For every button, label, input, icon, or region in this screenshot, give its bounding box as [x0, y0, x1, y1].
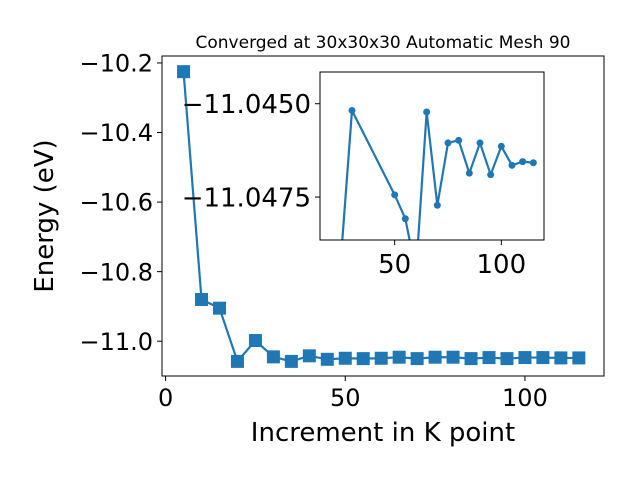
main-y-tick-label: −10.8 [79, 258, 153, 286]
inset-ticks: 50 100 −11.0475 −11.0450 [182, 90, 526, 280]
main-data-point [464, 352, 478, 366]
main-data-point [302, 349, 316, 363]
inset-axes: 50 100 −11.0475 −11.0450 [182, 71, 545, 280]
inset-data-point [487, 171, 495, 179]
inset-x-tick-label: 50 [378, 250, 411, 280]
y-axis-label: Energy (eV) [30, 139, 60, 292]
x-axis-label: Increment in K point [251, 418, 515, 448]
main-data-point [500, 352, 514, 366]
inset-data-point [497, 142, 505, 150]
main-x-tick-label: 0 [158, 384, 173, 412]
inset-data-point [348, 106, 356, 114]
inset-plot-frame [319, 71, 545, 241]
inset-y-tick-label: −11.0450 [182, 90, 311, 120]
inset-data-point [529, 159, 537, 167]
main-data-point [428, 350, 442, 364]
inset-data-point [401, 215, 409, 223]
inset-data-point [519, 158, 527, 166]
main-y-tick-label: −10.4 [79, 119, 153, 147]
inset-data-point [455, 136, 463, 144]
inset-data-point [476, 139, 484, 147]
inset-data-point [508, 161, 516, 169]
main-data-point [338, 351, 352, 365]
main-data-point [410, 352, 424, 366]
main-data-point [356, 352, 370, 366]
inset-data-point [465, 169, 473, 177]
main-y-tick-label: −10.2 [79, 50, 153, 78]
inset-data-point [444, 139, 452, 147]
main-data-point [446, 350, 460, 364]
main-series [177, 65, 586, 368]
main-ticks: 0 50 100 −10.2 −10.4 −10.6 −10.8 −11.0 [79, 50, 547, 412]
main-data-point [518, 351, 532, 365]
inset-x-tick-label: 100 [477, 250, 527, 280]
main-x-tick-label: 50 [330, 384, 361, 412]
main-data-point [536, 351, 550, 365]
main-y-tick-label: −10.6 [79, 189, 153, 217]
main-x-tick-label: 100 [502, 384, 548, 412]
main-data-point [392, 350, 406, 364]
inset-data-point [391, 191, 399, 199]
main-data-point [212, 301, 226, 315]
main-data-point [320, 352, 334, 366]
main-data-point [177, 65, 191, 79]
chart-title: Converged at 30x30x30 Automatic Mesh 90 [196, 33, 571, 53]
main-data-point [572, 351, 586, 365]
inset-data-point [423, 108, 431, 116]
main-y-tick-label: −11.0 [79, 328, 153, 356]
inset-data-point [433, 201, 441, 209]
main-data-point [374, 351, 388, 365]
inset-series [341, 106, 537, 240]
main-data-point [266, 350, 280, 364]
main-data-point [195, 292, 209, 306]
main-data-point [284, 354, 298, 368]
inset-y-tick-label: −11.0475 [182, 183, 311, 213]
main-data-point [230, 354, 244, 368]
inset-series-line [341, 109, 534, 240]
main-data-point [554, 351, 568, 365]
main-plot-frame [161, 55, 605, 377]
main-data-point [482, 351, 496, 365]
main-data-point [248, 334, 262, 348]
